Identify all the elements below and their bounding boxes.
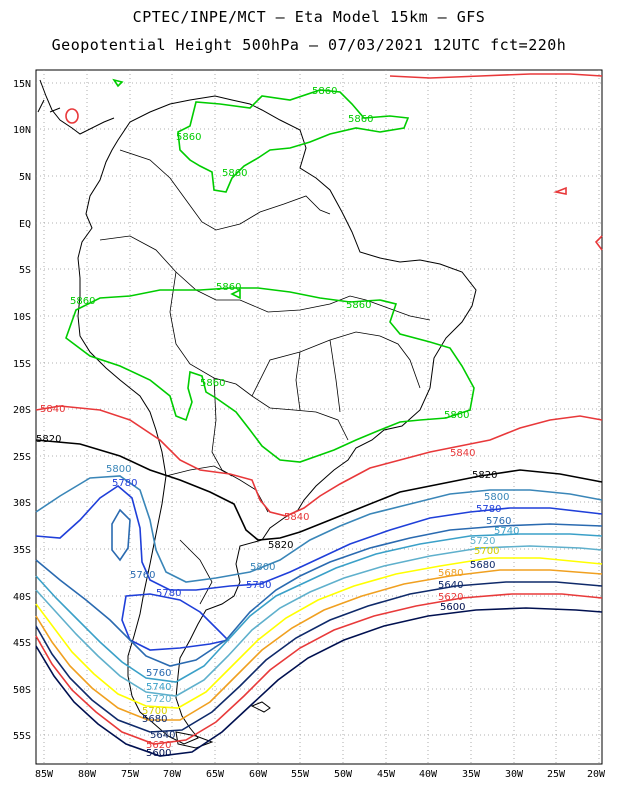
lat-tick-50s: 50S xyxy=(13,685,31,696)
contour-5860-central xyxy=(65,287,475,463)
label-5860-d: 5860 xyxy=(222,168,247,179)
lon-tick-85w: 85W xyxy=(35,769,54,780)
contour-5760-loop xyxy=(111,508,131,562)
lat-tick-15s: 15S xyxy=(13,359,31,370)
south-america-coastline xyxy=(77,95,477,745)
label-5860-a: 5860 xyxy=(312,86,337,97)
contour-5780-loop xyxy=(121,593,230,651)
label-5800-c: 5800 xyxy=(250,562,275,573)
lon-tick-70w: 70W xyxy=(163,769,182,780)
lon-tick-65w: 65W xyxy=(206,769,225,780)
lon-tick-55w: 55W xyxy=(291,769,310,780)
label-5700-b: 5700 xyxy=(142,706,167,717)
lat-tick-15n: 15N xyxy=(13,79,31,90)
coastlines xyxy=(37,79,477,749)
lat-tick-35s: 35S xyxy=(13,545,31,556)
lat-tick-55s: 55S xyxy=(13,731,31,742)
lon-tick-35w: 35W xyxy=(462,769,481,780)
label-5760-a: 5760 xyxy=(130,570,155,581)
lat-tick-eq: EQ xyxy=(19,219,31,230)
contour-5700 xyxy=(35,557,603,709)
label-5820-c: 5820 xyxy=(268,540,293,551)
lon-tick-60w: 60W xyxy=(249,769,268,780)
lon-tick-75w: 75W xyxy=(121,769,140,780)
lon-tick-30w: 30W xyxy=(505,769,524,780)
label-5640-a: 5640 xyxy=(438,580,463,591)
label-5840-c: 5840 xyxy=(284,512,309,523)
contour-5820 xyxy=(35,439,603,541)
contour-5760 xyxy=(35,523,603,667)
label-5860-f: 5860 xyxy=(216,282,241,293)
label-5720-a: 5720 xyxy=(470,536,495,547)
contour-5800 xyxy=(35,475,603,583)
falkland-islands xyxy=(250,701,271,713)
label-5860-i: 5860 xyxy=(444,410,469,421)
label-5820-a: 5820 xyxy=(36,434,61,445)
label-5860-b: 5860 xyxy=(348,114,373,125)
label-5780-a: 5780 xyxy=(112,478,137,489)
lat-tick-5s: 5S xyxy=(19,265,31,276)
map-title: CPTEC/INPE/MCT – Eta Model 15km – GFS xyxy=(132,8,486,26)
label-5680-c: 5680 xyxy=(142,714,167,725)
label-5640-b: 5640 xyxy=(150,730,175,741)
contour-5680 xyxy=(35,569,603,721)
label-5620-a: 5620 xyxy=(438,592,463,603)
contour-5840-main xyxy=(35,405,603,517)
lat-tick-40s: 40S xyxy=(13,592,31,603)
contour-5600 xyxy=(35,607,603,757)
label-5600-b: 5600 xyxy=(146,748,171,759)
label-5860-e: 5860 xyxy=(70,296,95,307)
lat-tick-10s: 10S xyxy=(13,312,31,323)
map-subtitle: Geopotential Height 500hPa – 07/03/2021 … xyxy=(51,36,567,54)
country-borders xyxy=(99,149,431,605)
contour-5840-circle-3 xyxy=(594,235,603,251)
contour-5840-north xyxy=(389,73,603,79)
lon-tick-80w: 80W xyxy=(78,769,97,780)
label-5780-d: 5780 xyxy=(156,588,181,599)
contour-5740 xyxy=(35,533,603,683)
lon-tick-50w: 50W xyxy=(334,769,353,780)
lat-tick-5n: 5N xyxy=(19,172,31,183)
label-5760-c: 5760 xyxy=(146,668,171,679)
label-5840-b: 5840 xyxy=(450,448,475,459)
label-5680-b: 5680 xyxy=(438,568,463,579)
label-5740-b: 5740 xyxy=(146,682,171,693)
label-5860-c: 5860 xyxy=(176,132,201,143)
contour-5840-circle-2 xyxy=(553,186,567,195)
lon-tick-25w: 25W xyxy=(547,769,566,780)
label-5740-a: 5740 xyxy=(494,526,519,537)
lat-tick-10n: 10N xyxy=(13,125,31,136)
lat-tick-30s: 30S xyxy=(13,498,31,509)
lon-tick-45w: 45W xyxy=(377,769,396,780)
contour-5780 xyxy=(35,484,603,591)
central-america-coastline xyxy=(37,79,115,135)
label-5680-a: 5680 xyxy=(470,560,495,571)
lon-tick-40w: 40W xyxy=(419,769,438,780)
label-5780-b: 5780 xyxy=(476,504,501,515)
lon-tick-20w: 20W xyxy=(587,769,606,780)
label-5860-g: 5860 xyxy=(346,300,371,311)
contour-5660 xyxy=(35,581,603,733)
label-5840-a: 5840 xyxy=(40,404,65,415)
label-5820-b: 5820 xyxy=(472,470,497,481)
label-5800-b: 5800 xyxy=(484,492,509,503)
contour-5860-north xyxy=(177,89,410,193)
lat-tick-45s: 45S xyxy=(13,638,31,649)
label-5600-a: 5600 xyxy=(440,602,465,613)
label-5700-a: 5700 xyxy=(474,546,499,557)
lat-tick-25s: 25S xyxy=(13,452,31,463)
label-5780-c: 5780 xyxy=(246,580,271,591)
label-5720-b: 5720 xyxy=(146,694,171,705)
contour-5720 xyxy=(35,545,603,697)
label-5800-a: 5800 xyxy=(106,464,131,475)
contour-5860-small-1 xyxy=(112,78,124,88)
label-5760-b: 5760 xyxy=(486,516,511,527)
lat-tick-20s: 20S xyxy=(13,405,31,416)
contour-5860-small-2 xyxy=(230,288,241,300)
label-5620-b: 5620 xyxy=(146,740,171,751)
contour-5620 xyxy=(35,593,603,745)
label-5860-h: 5860 xyxy=(200,378,225,389)
contour-5840-circle-1 xyxy=(65,108,79,124)
